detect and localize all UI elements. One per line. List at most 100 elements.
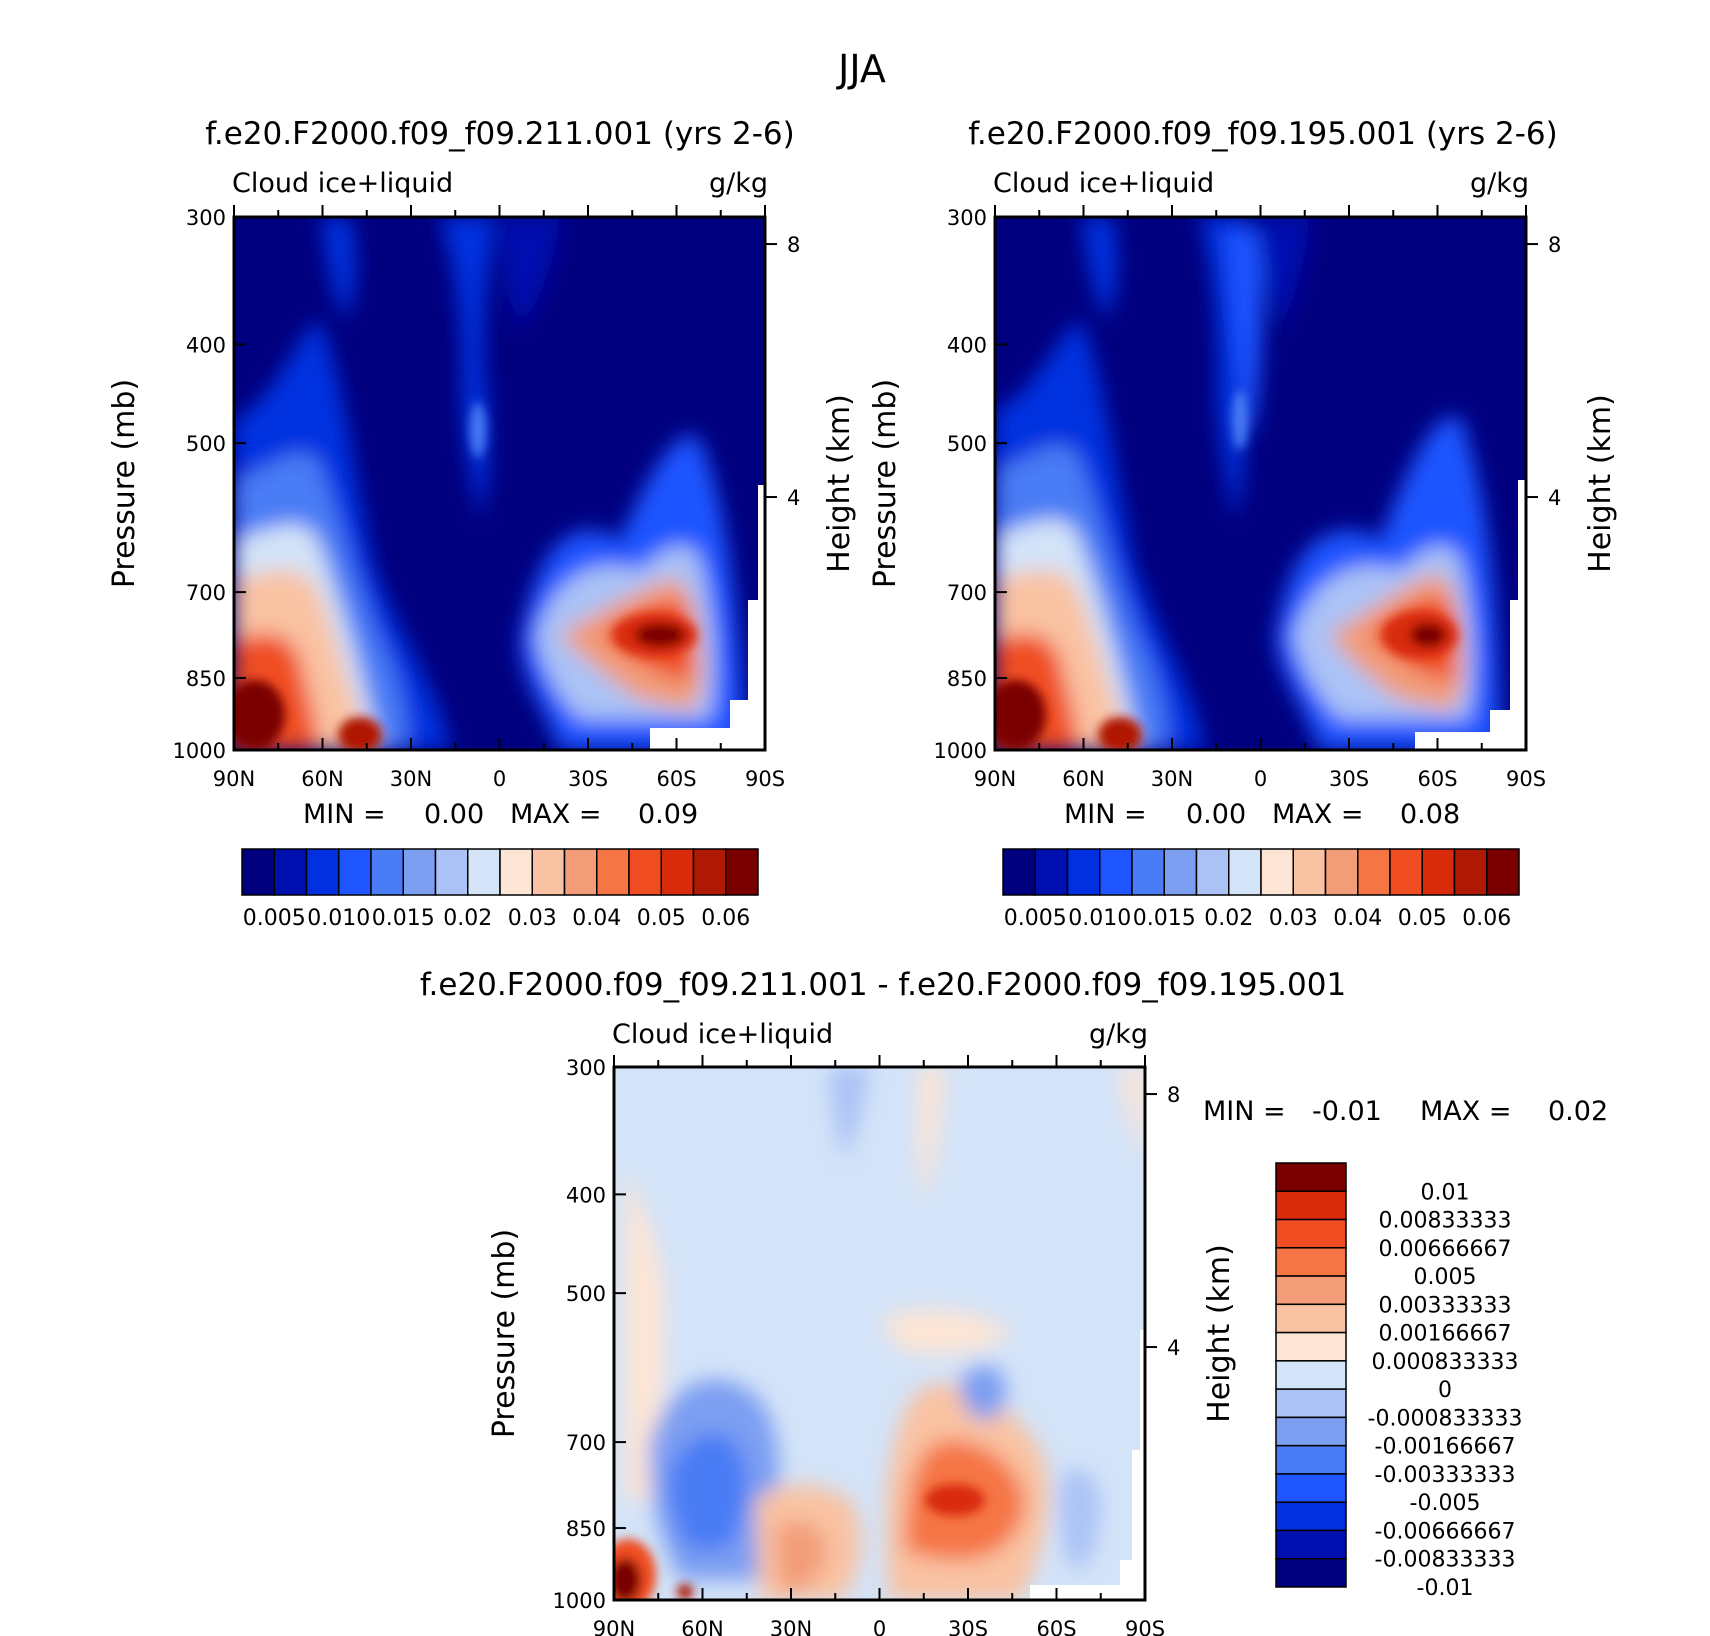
y-tick-label: 850 [947, 667, 987, 691]
y2-axis-label: Height (km) [822, 394, 857, 573]
colorbar-swatch [660, 848, 695, 896]
colorbar-swatch [467, 848, 501, 896]
colorbar-swatch [563, 848, 598, 896]
panel-left-min-label: MIN = [303, 799, 386, 830]
colorbar-label: 0.03 [1269, 906, 1318, 931]
colorbar-label: 0.00833333 [1379, 1209, 1512, 1234]
upper-sh-patch [500, 217, 560, 330]
colorbar-label: 0.06 [701, 906, 750, 931]
colorbar-swatch [434, 848, 469, 896]
colorbar-swatch [1389, 848, 1423, 896]
colorbar-swatch [1275, 1416, 1347, 1447]
y2-tick-label: 4 [1167, 1336, 1180, 1360]
y2-axis-label: Height (km) [1583, 394, 1618, 573]
y-tick-label: 1000 [553, 1589, 606, 1613]
y-tick-label: 850 [186, 667, 226, 691]
y2-tick-label: 8 [1167, 1083, 1180, 1107]
colorbar-swatch [1275, 1247, 1347, 1277]
panel-right-max-label: MAX = [1272, 799, 1363, 830]
x-tick-label: 60N [1062, 767, 1104, 791]
colorbar-swatch [1275, 1473, 1347, 1503]
colorbar-swatch [1275, 1557, 1347, 1588]
panel-left-units-label: g/kg [709, 168, 768, 199]
panel-diff-max-value: 0.02 [1548, 1096, 1608, 1127]
y2-axis-label: Height (km) [1202, 1244, 1237, 1423]
colorbar-swatch [1292, 848, 1327, 896]
colorbar-label: 0 [1438, 1378, 1452, 1403]
panel-right-field [995, 217, 1526, 750]
x-tick-label: 30S [568, 767, 608, 791]
colorbar-swatch [1034, 848, 1069, 896]
colorbar-label: -0.00666667 [1375, 1519, 1516, 1544]
colorbar-swatch [1453, 848, 1488, 896]
colorbar-swatch [1275, 1388, 1347, 1419]
upper-positive-streak [917, 1067, 945, 1200]
colorbar-label: 0.04 [1333, 906, 1382, 931]
x-tick-label: 60N [681, 1617, 723, 1636]
panel-diff-field [614, 1067, 1145, 1600]
colorbar-swatch [1357, 848, 1391, 896]
colorbar-swatch [1195, 848, 1230, 896]
colorbar-swatch [628, 848, 662, 896]
y-tick-label: 1000 [934, 739, 987, 763]
panel-left-max-value: 0.09 [638, 799, 698, 830]
nh-pole-core [614, 1558, 641, 1600]
colorbar-label: 0.000833333 [1372, 1350, 1519, 1375]
colorbar-label: 0.010 [307, 906, 370, 931]
colorbar-swatch [1324, 848, 1359, 896]
colorbar-swatch [1163, 848, 1198, 896]
y-tick-label: 400 [947, 333, 987, 357]
panel-diff-axes: 300 400 500 700 850 1000 90N 60N 30N 0 30S 60S 90S 8 4… [487, 1055, 1237, 1636]
y2-tick-label: 4 [1548, 486, 1561, 510]
sh-midlevel-column [1225, 230, 1263, 440]
colorbar-swatch [1275, 1218, 1347, 1249]
colorbar-swatch [338, 848, 372, 896]
colorbar-label: 0.00333333 [1379, 1293, 1512, 1318]
panel-diff-units-label: g/kg [1089, 1019, 1148, 1050]
colorbar-swatch [1275, 1331, 1347, 1362]
x-tick-label: 0 [493, 767, 506, 791]
colorbar-swatch [1099, 848, 1133, 896]
x-tick-label: 90S [1125, 1617, 1165, 1636]
colorbar-label: 0.06 [1462, 906, 1511, 931]
colorbar-swatch [1131, 848, 1165, 896]
colorbar-label: 0.03 [508, 906, 557, 931]
colorbar-swatch [1260, 848, 1294, 896]
x-tick-label: 90S [745, 767, 785, 791]
colorbar-label: 0.005 [243, 906, 306, 931]
small-red-spot [677, 1584, 693, 1600]
colorbar-swatch [1066, 848, 1101, 896]
panel-left-colorbar: 0.005 0.010 0.015 0.02 0.03 0.04 0.05 0.06 [241, 848, 759, 931]
nh-surface-core [234, 680, 285, 750]
x-tick-label: 30S [948, 1617, 988, 1636]
colorbar-label: 0.02 [1204, 906, 1253, 931]
y-axis-label: Pressure (mb) [487, 1229, 522, 1438]
colorbar-swatch [241, 848, 275, 896]
colorbar-swatch [1486, 848, 1520, 896]
colorbar-swatch [1275, 1444, 1347, 1475]
y-tick-label: 300 [566, 1056, 606, 1080]
nh-negative-core [668, 1432, 748, 1550]
panel-diff-variable-label: Cloud ice+liquid [612, 1019, 833, 1050]
y-tick-label: 300 [186, 206, 226, 230]
x-tick-label: 90N [593, 1617, 635, 1636]
panel-right-units-label: g/kg [1470, 168, 1529, 199]
x-tick-label: 60S [1036, 1617, 1076, 1636]
panel-left: f.e20.F2000.f09_f09.211.001 (yrs 2-6) Cl… [107, 116, 857, 931]
y-axis-label: Pressure (mb) [107, 379, 142, 588]
upper-nh-streak [1082, 217, 1118, 320]
colorbar-swatch [402, 848, 437, 896]
y2-tick-label: 4 [787, 486, 800, 510]
colorbar-swatch [1275, 1162, 1347, 1193]
south-negative-patch [1059, 1469, 1100, 1570]
colorbar-label: 0.015 [1133, 906, 1196, 931]
colorbar-swatch [273, 848, 308, 896]
x-tick-label: 60S [1417, 767, 1457, 791]
upper-sh-patch [1255, 217, 1310, 330]
colorbar-label: 0.005 [1004, 906, 1067, 931]
colorbar-swatch [1275, 1529, 1347, 1560]
colorbar-label: 0.010 [1068, 906, 1131, 931]
y2-tick-label: 8 [1548, 233, 1561, 257]
nh-surface-core [995, 680, 1046, 750]
